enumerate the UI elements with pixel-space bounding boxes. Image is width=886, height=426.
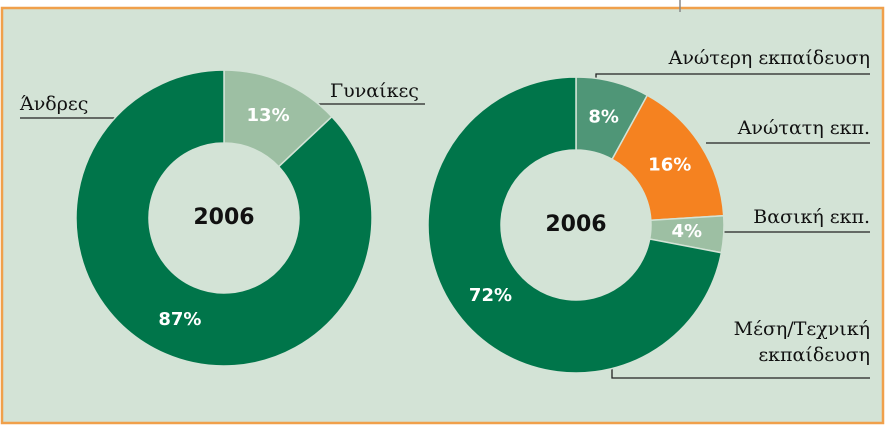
center-label: 2006 bbox=[545, 212, 606, 237]
data-label: 16% bbox=[648, 155, 691, 176]
pie-slice bbox=[75, 69, 373, 367]
data-label: 8% bbox=[588, 106, 619, 127]
data-label: 87% bbox=[158, 309, 201, 330]
legend-label: Ανώτατη εκπ. bbox=[737, 117, 870, 139]
legend-label: Γυναίκες bbox=[330, 80, 419, 102]
data-label: 4% bbox=[671, 221, 702, 242]
legend-label: Άνδρες bbox=[19, 93, 88, 115]
legend-label: Ανώτερη εκπαίδευση bbox=[668, 47, 870, 69]
legend-label: Βασική εκπ. bbox=[753, 206, 870, 228]
pie-slice bbox=[427, 76, 723, 374]
data-label: 72% bbox=[469, 285, 512, 306]
center-label: 2006 bbox=[193, 205, 254, 230]
data-label: 13% bbox=[247, 105, 290, 126]
legend-label: Μέση/Τεχνική εκπαίδευση bbox=[734, 318, 870, 366]
